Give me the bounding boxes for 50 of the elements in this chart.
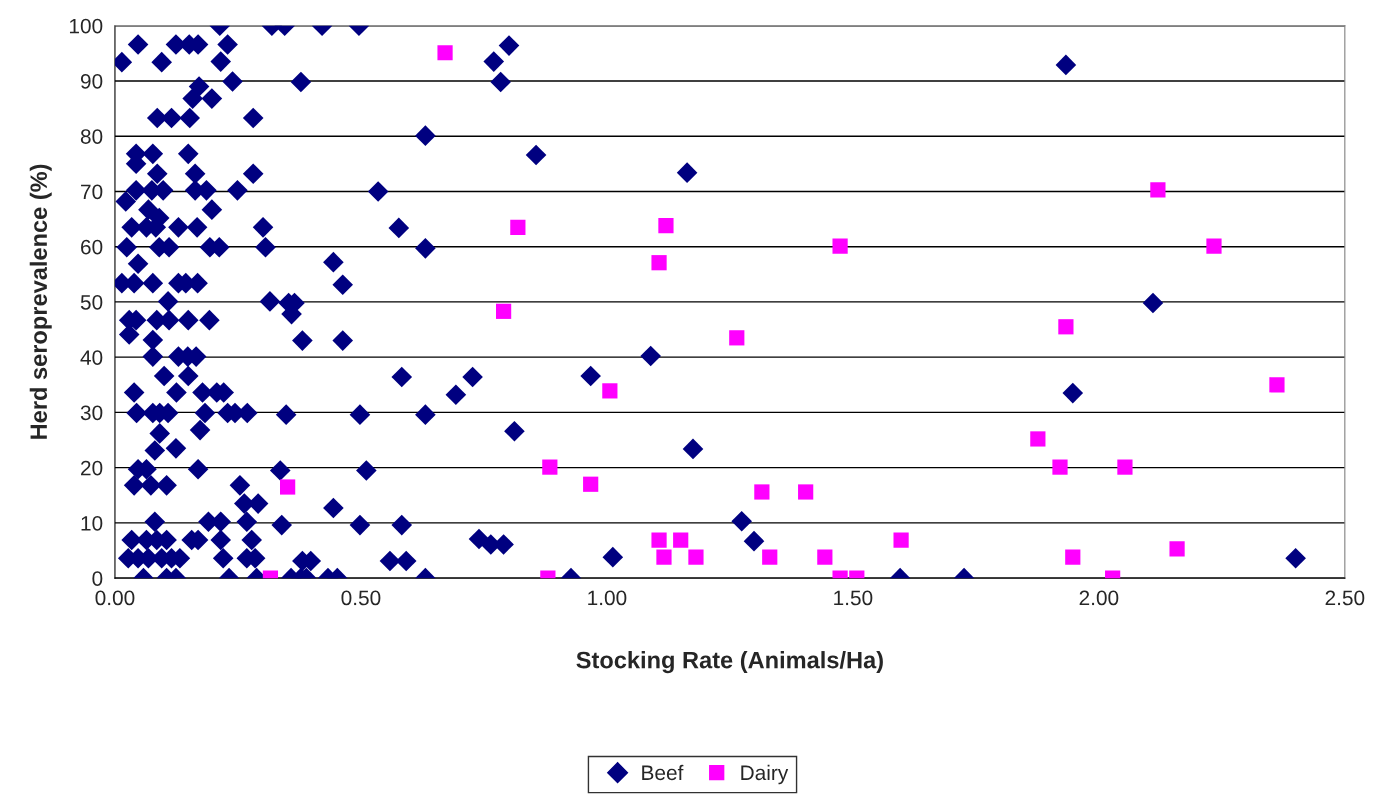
point <box>1030 431 1046 447</box>
y-tick-label: 50 <box>80 294 103 310</box>
x-tick-label: 2.00 <box>1079 590 1119 606</box>
y-tick-label: 0 <box>92 571 103 586</box>
point <box>1150 182 1166 198</box>
x-tick-label: 0.00 <box>95 590 135 606</box>
point <box>1117 459 1133 475</box>
point <box>651 532 667 548</box>
point <box>1058 319 1074 335</box>
y-tick-label: 30 <box>80 405 103 421</box>
x-tick-label: 1.00 <box>588 590 627 606</box>
point <box>688 549 704 565</box>
x-tick-label: 2.50 <box>1325 590 1365 606</box>
y-tick-label: 70 <box>81 184 103 200</box>
y-tick-label: 10 <box>81 515 103 531</box>
point <box>1052 459 1068 475</box>
point <box>510 219 526 235</box>
point <box>798 484 814 500</box>
point <box>602 383 618 399</box>
point <box>656 549 672 565</box>
point <box>1206 238 1222 254</box>
point <box>762 549 778 565</box>
point <box>754 484 770 500</box>
point <box>832 238 848 254</box>
point <box>1269 377 1285 393</box>
point <box>542 459 558 475</box>
x-tick-label: 1.50 <box>834 590 873 606</box>
legend-label: Beef <box>642 764 684 781</box>
y-tick-label: 60 <box>81 239 103 255</box>
point <box>1169 541 1185 557</box>
legend-label: Dairy <box>741 764 789 785</box>
y-tick-label: 90 <box>80 73 103 89</box>
y-tick-label: 80 <box>80 129 103 144</box>
point <box>1065 549 1081 565</box>
point <box>651 255 667 271</box>
point <box>893 532 909 548</box>
y-tick-label: 20 <box>81 460 103 476</box>
point <box>673 532 689 548</box>
point <box>583 476 599 492</box>
point <box>658 218 674 234</box>
point <box>495 303 512 319</box>
point <box>729 330 745 346</box>
point <box>817 549 833 565</box>
point <box>280 479 296 495</box>
x-tick-label: 0.50 <box>341 590 381 606</box>
y-tick-label: 40 <box>80 350 103 365</box>
y-tick-label: 100 <box>69 18 103 34</box>
y-axis-title: Herd seroprevalence (%) <box>29 164 52 439</box>
point <box>437 45 453 61</box>
x-axis-title: Stocking Rate (Animals/Ha) <box>576 651 883 674</box>
